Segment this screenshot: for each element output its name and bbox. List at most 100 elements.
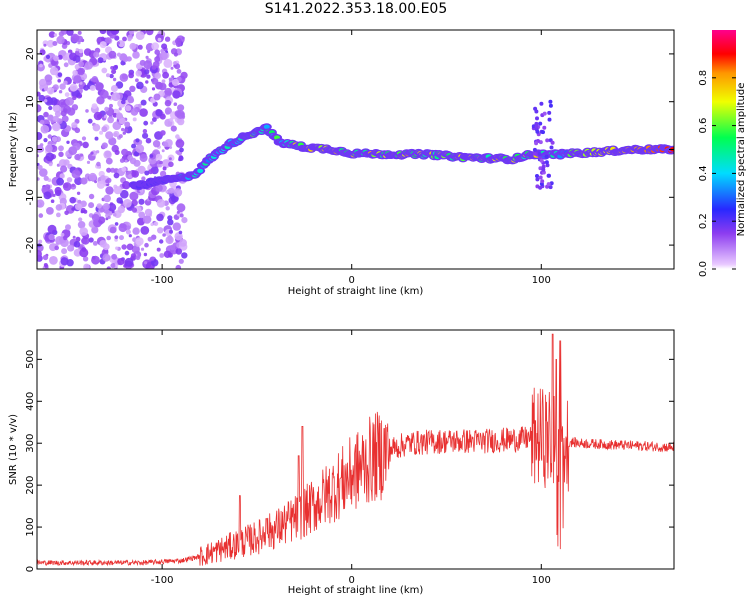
noise-blob [114, 238, 118, 242]
noise-blob [126, 225, 131, 230]
noise-blob [48, 233, 55, 241]
noise-blob [160, 130, 166, 136]
colorbar-tick-label: 0.0 [698, 261, 709, 277]
noise-blob [161, 159, 171, 169]
noise-blob [83, 263, 90, 269]
noise-blob [122, 36, 127, 42]
noise-blob [177, 117, 185, 126]
noise-blob [117, 205, 126, 214]
noise-blob [151, 42, 160, 51]
noise-blob [121, 99, 126, 105]
noise-blob [167, 215, 173, 221]
noise-blob [116, 112, 123, 120]
noise-blob [37, 104, 42, 113]
noise-blob [39, 143, 44, 147]
noise-blob [39, 168, 48, 177]
y-tick-label: 200 [25, 476, 36, 495]
y-tick-label: 0 [25, 146, 36, 152]
noise-blob [128, 234, 132, 238]
noise-blob [548, 185, 553, 190]
noise-blob [62, 55, 68, 61]
noise-blob [135, 31, 145, 40]
noise-blob [535, 174, 539, 178]
noise-blob [62, 235, 68, 241]
noise-blob [88, 80, 92, 84]
noise-blob [542, 125, 547, 130]
noise-blob [161, 149, 165, 153]
x-tick-label: -100 [151, 275, 174, 286]
noise-blob [545, 163, 550, 168]
noise-blob [162, 71, 170, 79]
noise-blob [80, 177, 88, 185]
noise-blob [135, 255, 141, 261]
noise-blob [86, 160, 91, 164]
noise-blob [163, 250, 172, 258]
noise-blob [124, 250, 130, 256]
noise-blob [130, 108, 139, 116]
noise-blob [116, 197, 123, 204]
noise-blob [99, 240, 107, 248]
noise-blob [179, 239, 188, 247]
noise-blob [534, 109, 539, 114]
noise-blob [154, 72, 161, 79]
noise-blob [121, 148, 129, 156]
noise-blob [162, 166, 167, 171]
colorbar [712, 30, 736, 269]
noise-blob [75, 48, 79, 52]
noise-blob [154, 49, 160, 55]
noise-blob [110, 30, 120, 35]
colorbar-label: Normalized spectral amplitude [736, 83, 747, 237]
noise-blob [78, 53, 84, 58]
colorbar-tick-label: 0.2 [698, 213, 709, 229]
noise-blob [95, 82, 104, 91]
noise-blob [155, 153, 163, 161]
noise-blob [147, 236, 153, 242]
noise-blob [178, 155, 184, 161]
noise-blob [175, 41, 182, 48]
noise-blob [151, 65, 157, 70]
noise-blob [72, 142, 81, 151]
noise-blob [173, 61, 177, 65]
noise-blob [95, 80, 100, 85]
noise-blob [111, 253, 118, 260]
noise-blob [109, 226, 117, 234]
noise-blob [63, 159, 70, 166]
noise-blob [57, 72, 63, 78]
noise-blob [91, 226, 99, 234]
noise-blob [88, 237, 94, 243]
noise-blob [161, 43, 168, 50]
noise-blob [88, 202, 95, 209]
noise-blob [78, 217, 83, 222]
noise-blob [116, 41, 120, 45]
noise-blob [88, 172, 97, 181]
noise-blob [165, 235, 174, 245]
noise-blob [93, 111, 103, 121]
noise-blob [118, 117, 126, 125]
noise-blob [550, 140, 555, 145]
noise-blob [74, 153, 81, 161]
noise-blob [87, 118, 93, 124]
x-tick-label: 0 [349, 275, 355, 286]
noise-blob [129, 157, 137, 165]
noise-blob [67, 244, 75, 252]
noise-blob [538, 175, 543, 180]
noise-blob [66, 30, 74, 36]
noise-blob [544, 160, 549, 165]
x-axis-label: Height of straight line (km) [288, 585, 424, 596]
noise-blob [101, 142, 108, 149]
ridge-core [197, 168, 204, 173]
noise-blob [46, 39, 55, 48]
noise-blob [73, 241, 81, 248]
noise-blob [56, 212, 61, 218]
x-tick-label: -100 [151, 575, 174, 586]
noise-blob [173, 52, 178, 57]
noise-blob [103, 115, 108, 119]
noise-blob [125, 105, 132, 112]
noise-blob [101, 67, 108, 74]
noise-blob [146, 74, 151, 79]
noise-blob [541, 167, 546, 172]
noise-blob [94, 180, 98, 184]
noise-blob [72, 235, 76, 239]
noise-blob [121, 166, 127, 172]
noise-blob [124, 128, 129, 133]
